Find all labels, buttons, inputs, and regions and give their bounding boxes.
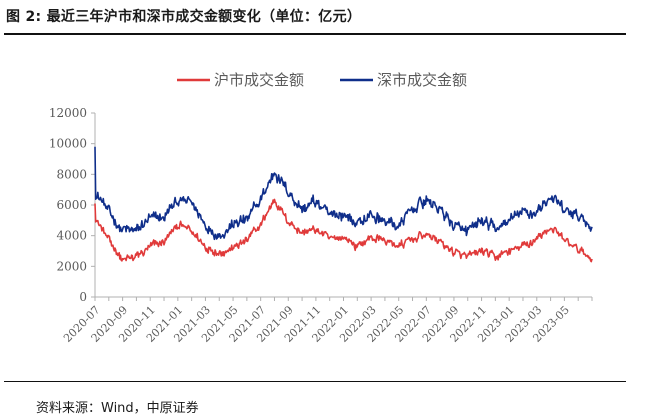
legend-label-1: 深市成交金额 [377, 71, 467, 89]
y-tick-label: 12000 [49, 106, 87, 120]
series-layer [94, 146, 593, 263]
y-tick-label: 4000 [56, 229, 87, 243]
y-tick-label: 8000 [56, 167, 87, 181]
axes: 0200040006000800010000120002020-072020-0… [49, 106, 593, 345]
legend: 沪市成交金额 深市成交金额 [177, 71, 467, 89]
y-tick-label: 2000 [56, 259, 87, 273]
figure-title: 图 2: 最近三年沪市和深市成交金额变化（单位：亿元） [6, 9, 362, 25]
series-line-sh [94, 198, 593, 263]
source-divider [4, 381, 626, 382]
y-tick-label: 10000 [49, 137, 87, 151]
legend-label-0: 沪市成交金额 [214, 71, 304, 89]
y-tick-label: 6000 [56, 198, 87, 212]
title-divider [4, 33, 626, 35]
source-note: 资料来源：Wind，中原证券 [36, 401, 199, 416]
series-line-sz [94, 146, 593, 241]
y-tick-label: 0 [79, 290, 87, 304]
